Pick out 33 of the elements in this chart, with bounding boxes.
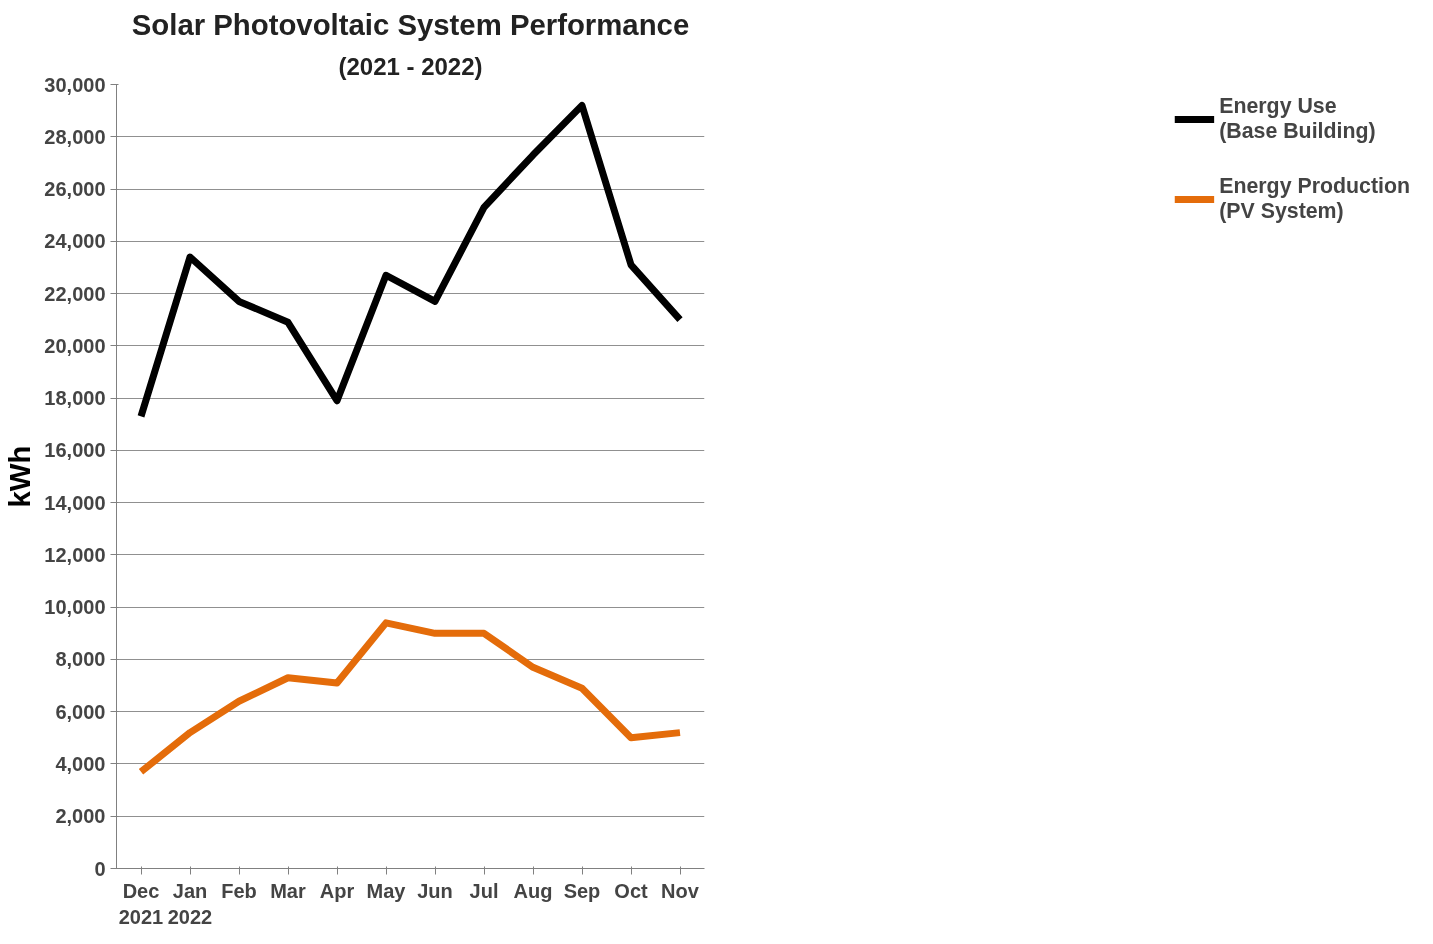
x-tick-label: Dec 2021	[118, 879, 164, 928]
x-tick-label: Nov	[661, 879, 700, 902]
y-axis-title: kWh	[3, 445, 37, 508]
y-tick-label: 18,000	[44, 387, 106, 410]
y-tick-label: 30,000	[44, 73, 106, 96]
y-tick-label: 24,000	[44, 230, 106, 253]
x-tick-label: Feb	[221, 879, 257, 902]
y-tick-label: 16,000	[44, 439, 106, 462]
x-tick-label: May	[366, 879, 407, 902]
x-tick-label: Mar	[270, 879, 306, 902]
y-tick-label: 6,000	[55, 700, 106, 723]
y-tick-label: 26,000	[44, 178, 106, 201]
y-tick-label: 2,000	[55, 805, 106, 828]
y-tick-label: 20,000	[44, 334, 106, 357]
x-tick-label: Apr	[319, 879, 355, 902]
y-tick-label: 12,000	[44, 543, 106, 566]
x-tick-label: Oct	[614, 879, 649, 902]
y-tick-label: 10,000	[44, 596, 106, 619]
y-tick-label: 0	[94, 857, 106, 880]
y-tick-label: 22,000	[44, 282, 106, 305]
legend-label: Energy Production (PV System)	[1219, 174, 1410, 224]
y-tick-label: 14,000	[44, 491, 106, 514]
x-tick-label: Sep	[563, 879, 601, 902]
y-tick-label: 4,000	[55, 752, 106, 775]
legend-label: Energy Use (Base Building)	[1219, 94, 1376, 144]
chart-subtitle: (2021 - 2022)	[338, 52, 483, 80]
x-tick-label: Jun	[417, 879, 453, 902]
x-tick-label: Aug	[513, 879, 553, 902]
x-tick-label: Jul	[469, 879, 499, 902]
y-tick-label: 28,000	[44, 125, 106, 148]
chart-title: Solar Photovoltaic System Performance	[131, 7, 690, 41]
x-tick-label: Jan 2022	[167, 879, 213, 928]
y-tick-label: 8,000	[55, 648, 106, 671]
